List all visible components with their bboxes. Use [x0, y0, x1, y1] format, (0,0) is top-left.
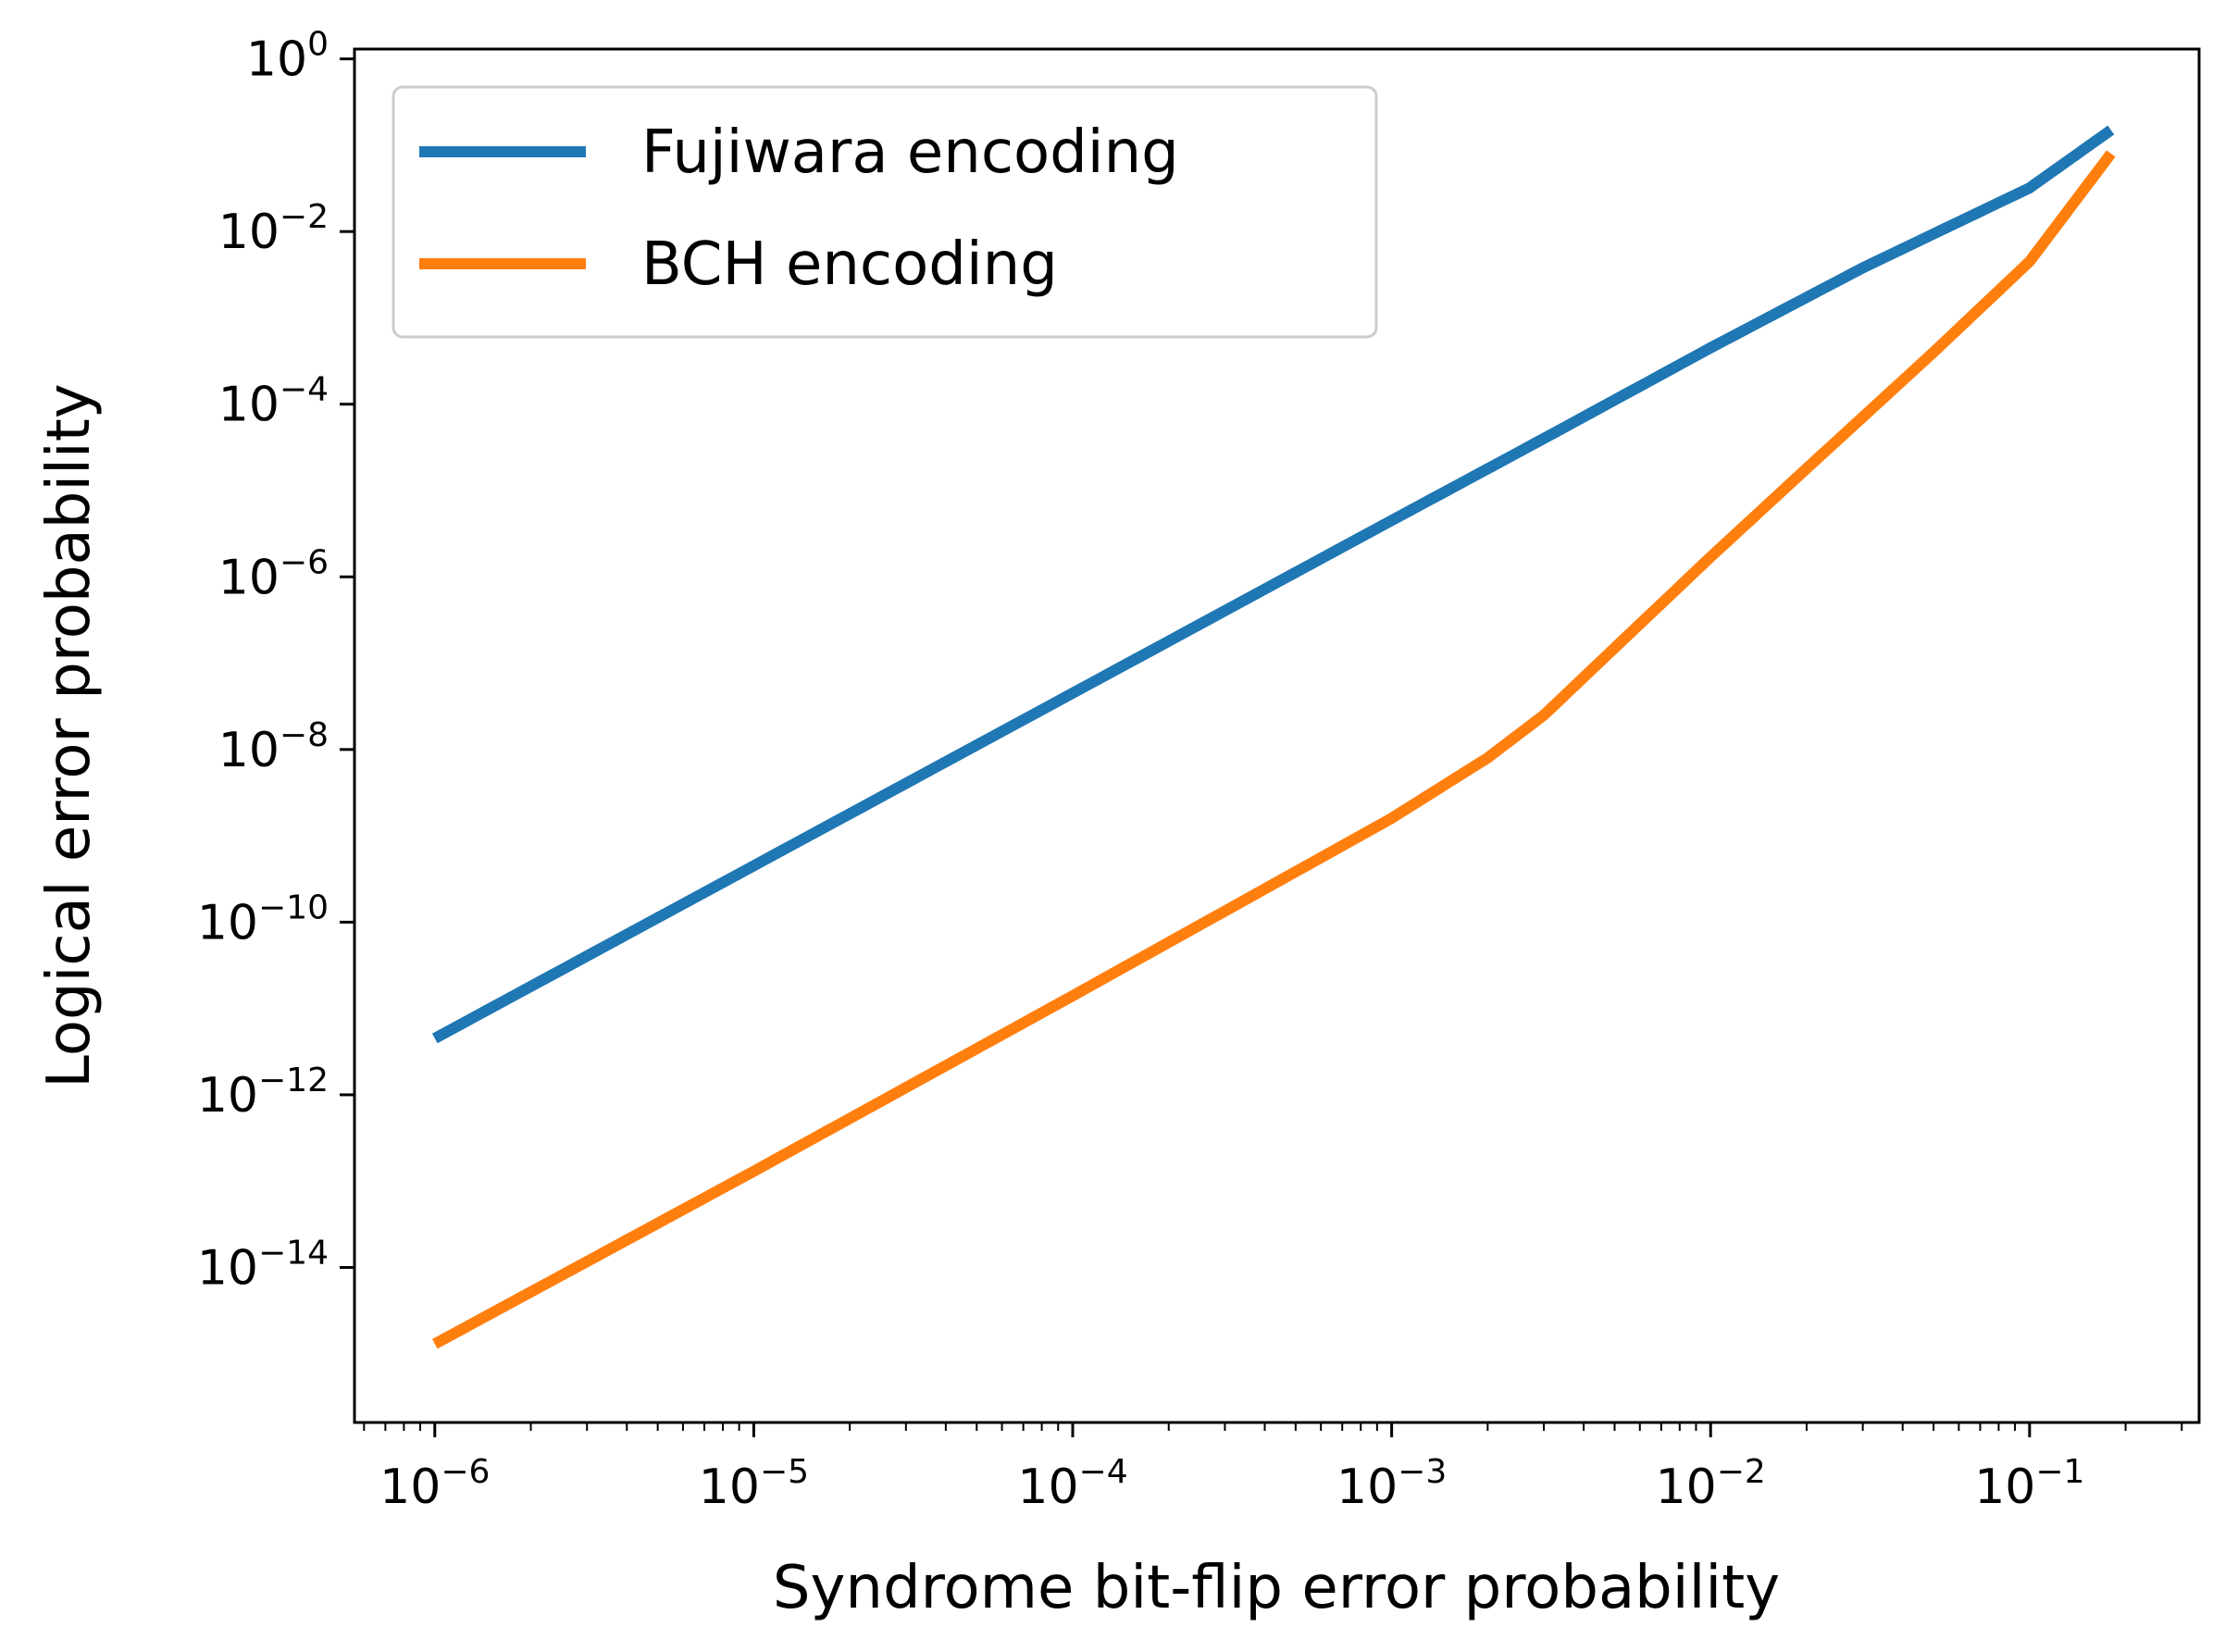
legend-label-bch: BCH encoding	[641, 230, 1058, 299]
x-tick-label: 10−2	[1656, 1453, 1766, 1515]
x-tick-label: 10−3	[1336, 1453, 1447, 1515]
x-tick-label: 10−1	[1974, 1453, 2084, 1515]
y-tick-label: 10−2	[218, 198, 329, 260]
y-tick-label: 10−12	[197, 1062, 329, 1124]
x-tick-label: 10−4	[1017, 1453, 1127, 1515]
y-tick-label: 10−4	[218, 371, 329, 433]
x-tick-label: 10−5	[699, 1453, 809, 1515]
y-tick-label: 10−8	[218, 716, 329, 778]
y-tick-label: 10−10	[197, 888, 329, 950]
y-axis-label: Logical error probability	[35, 383, 104, 1087]
y-axis-ticks: 100 10−2 10−4 10−6 10−8 10−10 10−12 10−14	[197, 26, 354, 1296]
x-axis-ticks: 10−6 10−5 10−4 10−3 10−2 10−1	[363, 1422, 2183, 1515]
legend: Fujiwara encoding BCH encoding	[392, 85, 1378, 339]
y-tick-label: 10−6	[218, 543, 329, 605]
series-line-bch	[431, 150, 2116, 1349]
plot-series	[431, 125, 2116, 1349]
legend-box	[392, 85, 1378, 339]
x-axis-label: Syndrome bit-flip error probability	[773, 1554, 1780, 1622]
series-line-fujiwara	[431, 125, 2115, 1044]
x-tick-label: 10−6	[379, 1453, 490, 1515]
plot-frame	[353, 47, 2201, 1424]
y-tick-label: 10−14	[197, 1234, 329, 1296]
legend-label-fujiwara: Fujiwara encoding	[641, 118, 1179, 187]
y-tick-label: 100	[246, 26, 329, 88]
